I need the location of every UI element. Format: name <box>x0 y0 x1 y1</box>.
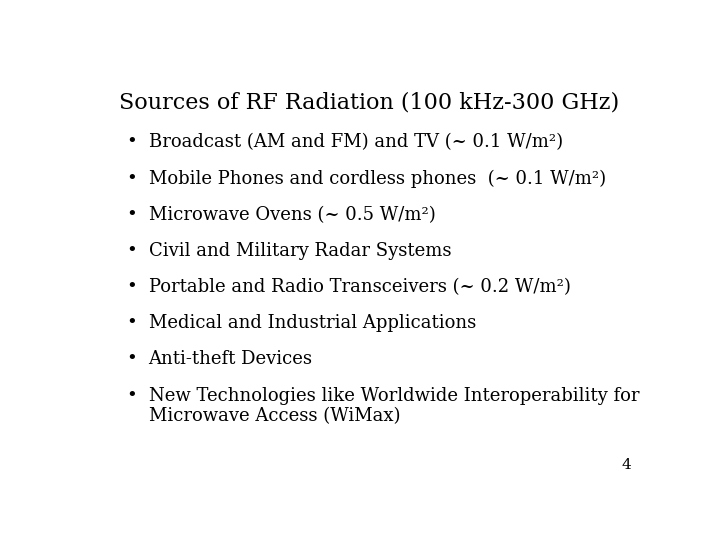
Text: Microwave Ovens (~ 0.5 W/m²): Microwave Ovens (~ 0.5 W/m²) <box>148 206 436 224</box>
Text: Mobile Phones and cordless phones  (~ 0.1 W/m²): Mobile Phones and cordless phones (~ 0.1… <box>148 170 606 188</box>
Text: •: • <box>127 206 138 224</box>
Text: Medical and Industrial Applications: Medical and Industrial Applications <box>148 314 476 332</box>
Text: •: • <box>127 133 138 151</box>
Text: 4: 4 <box>621 458 631 472</box>
Text: •: • <box>127 170 138 187</box>
Text: •: • <box>127 350 138 368</box>
Text: New Technologies like Worldwide Interoperability for
Microwave Access (WiMax): New Technologies like Worldwide Interope… <box>148 387 639 426</box>
Text: Anti-theft Devices: Anti-theft Devices <box>148 350 312 368</box>
Text: Sources of RF Radiation (100 kHz-300 GHz): Sources of RF Radiation (100 kHz-300 GHz… <box>119 92 619 114</box>
Text: •: • <box>127 387 138 404</box>
Text: Broadcast (AM and FM) and TV (~ 0.1 W/m²): Broadcast (AM and FM) and TV (~ 0.1 W/m²… <box>148 133 563 151</box>
Text: •: • <box>127 314 138 332</box>
Text: Civil and Military Radar Systems: Civil and Military Radar Systems <box>148 242 451 260</box>
Text: •: • <box>127 278 138 296</box>
Text: Portable and Radio Transceivers (~ 0.2 W/m²): Portable and Radio Transceivers (~ 0.2 W… <box>148 278 570 296</box>
Text: •: • <box>127 242 138 260</box>
